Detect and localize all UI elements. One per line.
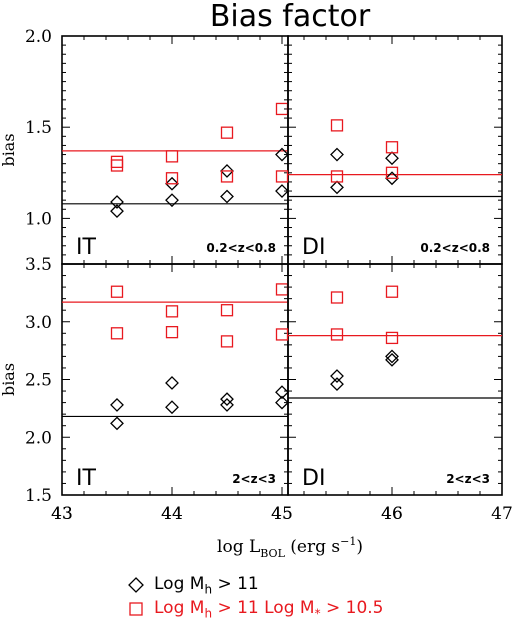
- data-point-square: [330, 119, 344, 132]
- data-point-diamond: [110, 195, 124, 209]
- data-point-square: [110, 159, 124, 172]
- panel-redshift-label: 2<z<3: [232, 472, 276, 486]
- panel-redshift-label: 2<z<3: [446, 472, 490, 486]
- data-point-diamond: [165, 193, 179, 208]
- data-point-square: [385, 166, 399, 179]
- x-tick-label: 46: [381, 504, 403, 524]
- data-point-diamond: [165, 376, 179, 390]
- panel-bottom-right: 43 44 45 46 47 DI 2<z<3: [51, 263, 513, 524]
- y-tick-label: 1.5: [25, 486, 52, 506]
- panel-model-label: IT: [76, 466, 96, 491]
- data-point-diamond: [330, 147, 344, 162]
- legend-item-black: Log Mh > 11: [126, 573, 383, 597]
- legend-label-black: Log Mh > 11: [154, 573, 259, 597]
- data-point-square: [330, 170, 344, 183]
- x-tick-label: 45: [271, 504, 293, 524]
- x-axis-label: log LBOL (erg s−1): [217, 535, 363, 560]
- data-point-square: [110, 155, 124, 169]
- data-point-square: [275, 328, 289, 341]
- panel-top-left: 2.0 1.5 1.0 bias IT 0.2<z<0.8: [0, 27, 399, 265]
- figure-title: Bias factor: [210, 0, 371, 34]
- data-point-square: [165, 325, 179, 339]
- data-point-square: [165, 305, 179, 318]
- data-point-square: [220, 126, 234, 139]
- square-marker-icon: [129, 602, 143, 616]
- panel-frame: [287, 263, 503, 496]
- y-axis-label: bias: [0, 133, 18, 166]
- data-point-diamond: [220, 189, 234, 204]
- x-axis-label-sub: BOL: [260, 547, 285, 560]
- data-point-square: [385, 285, 399, 298]
- data-point-diamond: [165, 400, 179, 415]
- data-point-square: [330, 291, 344, 304]
- data-point-diamond: [165, 176, 179, 191]
- data-point-diamond: [385, 349, 399, 364]
- panel-top-right: DI 0.2<z<0.8: [110, 35, 503, 265]
- panel-frame: [287, 35, 503, 265]
- data-point-square: [385, 141, 399, 154]
- y-tick-label: 2.0: [25, 428, 52, 448]
- y-tick-label: 2.5: [25, 371, 52, 391]
- y-tick-label: 3.0: [25, 313, 52, 333]
- data-point-square: [330, 328, 344, 341]
- data-point-square: [275, 283, 289, 296]
- diamond-marker-icon: [128, 577, 144, 593]
- data-point-square: [165, 172, 179, 185]
- panel-frame: [61, 35, 289, 265]
- panel-redshift-label: 0.2<z<0.8: [206, 241, 276, 255]
- data-point-diamond: [275, 385, 289, 400]
- x-tick-label: 44: [161, 504, 183, 524]
- y-tick-label: 1.5: [25, 118, 52, 138]
- data-point-diamond: [220, 164, 234, 178]
- data-point-diamond: [275, 395, 289, 410]
- x-tick-label: 47: [491, 504, 513, 524]
- data-point-diamond: [385, 352, 399, 367]
- data-point-diamond: [330, 180, 344, 195]
- data-point-diamond: [110, 397, 124, 412]
- x-axis-label-sup: −1: [340, 535, 356, 548]
- data-point-diamond: [110, 416, 124, 431]
- panel-redshift-label: 0.2<z<0.8: [420, 241, 490, 255]
- y-tick-label: 2.0: [25, 27, 52, 47]
- panel-model-label: DI: [302, 466, 325, 491]
- data-point-square: [220, 335, 234, 348]
- data-point-diamond: [275, 184, 289, 198]
- data-point-square: [220, 170, 234, 183]
- data-point-diamond: [385, 151, 399, 166]
- data-point-diamond: [385, 171, 399, 186]
- x-axis-label-close: ): [356, 537, 363, 557]
- legend-label-red: Log Mh > 11 Log M* > 10.5: [154, 597, 384, 621]
- data-point-diamond: [275, 147, 289, 162]
- data-point-diamond: [220, 397, 234, 412]
- data-point-square: [110, 285, 124, 298]
- y-tick-label: 3.5: [25, 255, 52, 275]
- x-tick-label: 46: [381, 504, 403, 524]
- data-point-square: [385, 331, 399, 345]
- x-tick-label: 45: [271, 504, 293, 524]
- panel-bottom-left: 3.5 3.0 2.5 2.0 1.5 bias 43 44 45 46 IT 2<z<3: [0, 255, 403, 524]
- data-point-diamond: [330, 377, 344, 392]
- y-tick-label: 1.0: [25, 209, 52, 229]
- x-axis-label-tail: (erg s: [285, 537, 340, 557]
- data-point-diamond: [110, 204, 124, 219]
- y-axis-label: bias: [0, 363, 18, 396]
- x-axis-label-main: log L: [217, 537, 260, 557]
- legend-item-red: Log Mh > 11 Log M* > 10.5: [126, 597, 383, 621]
- data-point-diamond: [220, 392, 234, 407]
- data-point-diamond: [330, 369, 344, 383]
- data-point-square: [110, 327, 124, 340]
- x-tick-label: 44: [161, 504, 183, 524]
- panel-model-label: DI: [302, 235, 325, 260]
- x-tick-label: 43: [51, 504, 73, 524]
- data-point-square: [165, 150, 179, 163]
- data-point-square: [275, 170, 289, 183]
- data-point-square: [220, 304, 234, 317]
- panel-model-label: IT: [76, 235, 96, 260]
- legend: Log Mh > 11 Log Mh > 11 Log M* > 10.5: [126, 573, 383, 621]
- x-tick-label: 43: [51, 504, 73, 524]
